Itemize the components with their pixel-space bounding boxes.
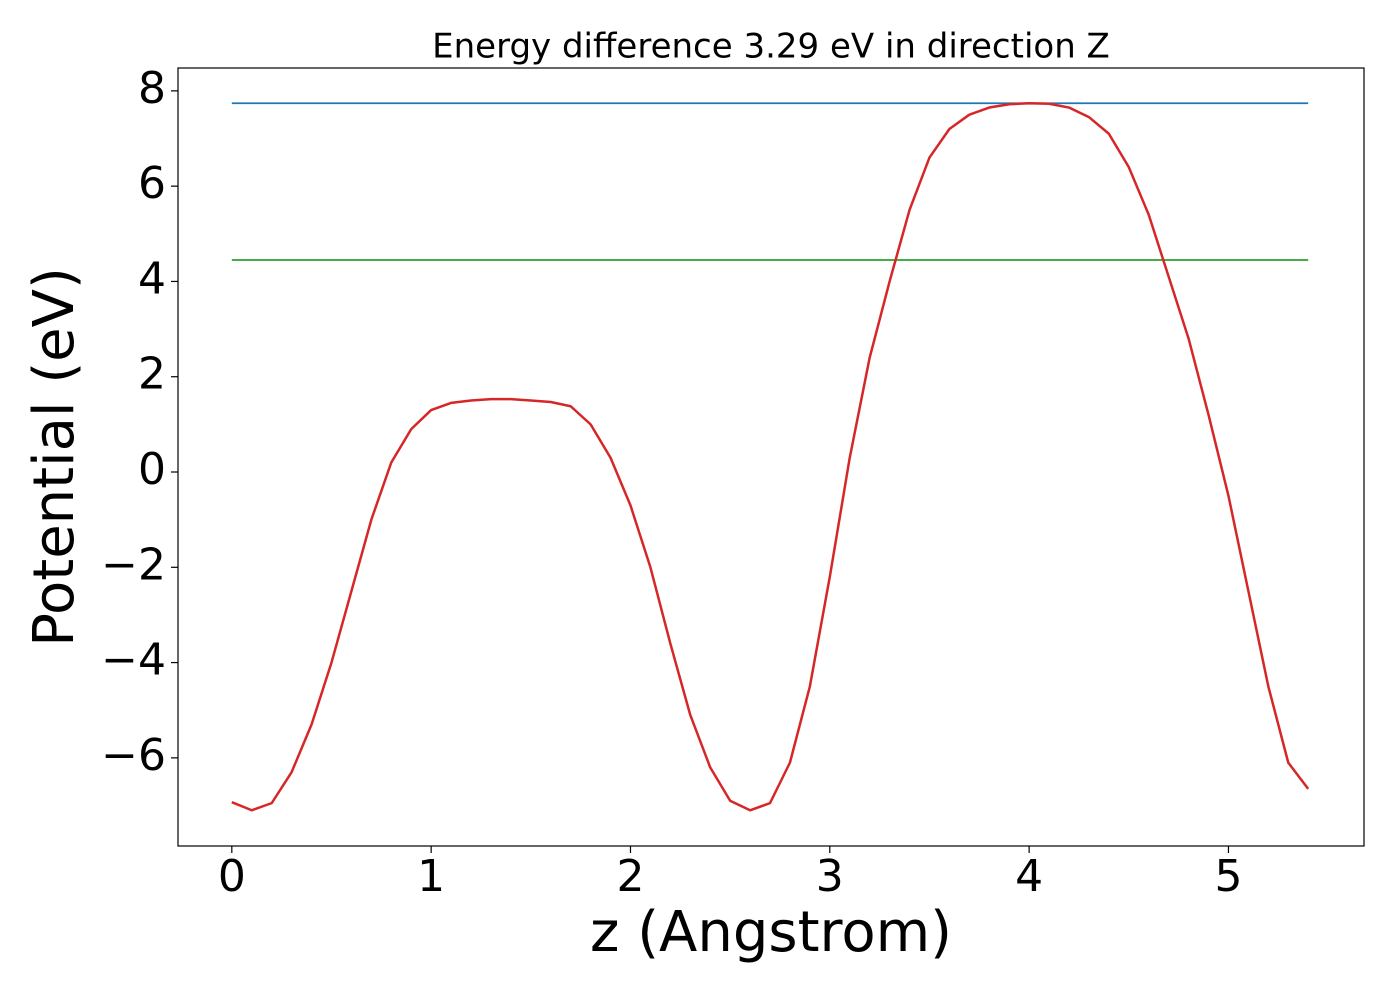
x-tick-label: 3: [816, 851, 844, 902]
x-tick-label: 1: [417, 851, 445, 902]
chart-title: Energy difference 3.29 eV in direction Z: [432, 27, 1110, 67]
x-tick-label: 0: [218, 851, 246, 902]
y-tick-label: 0: [138, 444, 166, 495]
y-tick-label: 6: [138, 158, 166, 209]
y-tick-label: 8: [138, 63, 166, 114]
y-tick-label: −4: [101, 635, 166, 686]
y-tick-label: −2: [101, 539, 166, 590]
y-tick-label: 4: [138, 253, 166, 304]
y-tick-label: 2: [138, 349, 166, 400]
plot-frame: [177, 67, 1365, 847]
x-tick-label: 5: [1214, 851, 1242, 902]
x-axis-label: z (Angstrom): [590, 900, 952, 965]
y-tick-label: −6: [101, 730, 166, 781]
y-axis-label: Potential (eV): [22, 267, 87, 647]
x-tick-label: 4: [1015, 851, 1043, 902]
x-tick-label: 2: [616, 851, 644, 902]
line-series: [231, 102, 1310, 812]
